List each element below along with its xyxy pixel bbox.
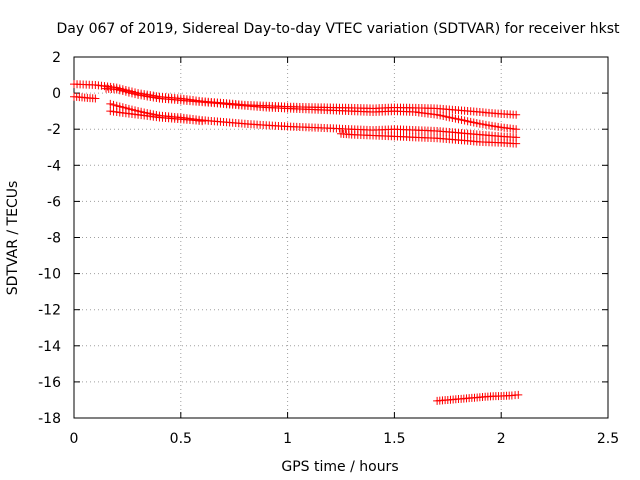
- data-point: [512, 125, 521, 134]
- data-point: [514, 390, 523, 399]
- series-track-6: [337, 129, 521, 148]
- data-points: [70, 80, 523, 405]
- y-tick-label: -4: [47, 158, 61, 174]
- y-tick-label: -6: [47, 194, 61, 210]
- y-tick-label: -16: [38, 375, 61, 391]
- y-axis: 2 0 -2 -4 -6 -8 -10 -12 -14 -16 -18: [38, 50, 608, 427]
- x-tick-label: 2: [497, 431, 506, 447]
- series-track-7: [433, 390, 523, 405]
- y-tick-label: -8: [47, 231, 61, 247]
- series-track-2: [102, 84, 521, 134]
- series-track-1: [70, 80, 521, 119]
- y-tick-label: 2: [52, 50, 61, 66]
- x-tick-label: 0.5: [170, 431, 192, 447]
- y-tick-label: -2: [47, 122, 61, 138]
- data-point: [512, 110, 521, 119]
- data-point: [109, 100, 118, 109]
- x-tick-label: 1: [283, 431, 292, 447]
- x-axis-label: GPS time / hours: [281, 459, 398, 475]
- x-tick-label: 1.5: [383, 431, 405, 447]
- x-axis: 0 0.5 1 1.5 2 2.5: [70, 57, 619, 447]
- data-point: [198, 117, 207, 126]
- chart-title: Day 067 of 2019, Sidereal Day-to-day VTE…: [57, 21, 620, 37]
- data-point: [512, 139, 521, 148]
- x-tick-label: 2.5: [597, 431, 619, 447]
- data-point: [106, 99, 115, 108]
- data-point: [91, 94, 100, 103]
- x-tick-label: 0: [70, 431, 79, 447]
- y-tick-label: -10: [38, 267, 61, 283]
- y-axis-label: SDTVAR / TECUs: [5, 181, 21, 296]
- series-track-5: [106, 107, 207, 126]
- y-tick-label: -14: [38, 339, 61, 355]
- y-tick-label: 0: [52, 86, 61, 102]
- y-tick-label: -12: [38, 303, 61, 319]
- y-tick-label: -18: [38, 411, 61, 427]
- series-track-3: [70, 92, 100, 103]
